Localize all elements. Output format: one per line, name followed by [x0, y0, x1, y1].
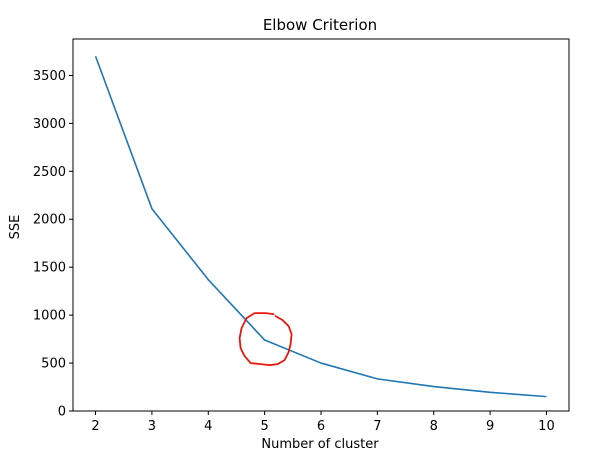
y-axis-label: SSE [8, 215, 23, 240]
x-tick-label: 2 [91, 419, 99, 434]
y-tick-label: 1000 [33, 309, 66, 324]
x-tick-label: 6 [317, 419, 325, 434]
x-axis-label: Number of cluster [261, 437, 379, 452]
x-tick-label: 3 [148, 419, 156, 434]
x-tick-label: 10 [538, 419, 555, 434]
y-tick-label: 2000 [33, 213, 66, 228]
data-point [489, 391, 492, 394]
data-point [320, 362, 323, 365]
y-tick-label: 3000 [33, 117, 66, 132]
x-tick-label: 9 [486, 419, 494, 434]
elbow-annotation-circle [238, 312, 293, 366]
y-tick-label: 3500 [33, 69, 66, 84]
x-tick-label: 7 [373, 419, 381, 434]
x-tick-label: 5 [260, 419, 268, 434]
plot-area: 2 3 4 5 6 7 8 9 10 0 500 1000 1500 2000 2500 3000 3500 [33, 38, 570, 434]
x-tick-label: 4 [204, 419, 212, 434]
y-tick-label: 0 [58, 405, 66, 420]
chart-title: Elbow Criterion [263, 16, 377, 34]
y-tick-label: 2500 [33, 165, 66, 180]
data-point [432, 385, 435, 388]
data-point [94, 55, 97, 58]
x-tick-label: 8 [430, 419, 438, 434]
data-point [545, 395, 548, 398]
y-tick-label: 1500 [33, 261, 66, 276]
data-point [263, 339, 266, 342]
data-point [376, 377, 379, 380]
y-tick-label: 500 [41, 357, 66, 372]
data-point [150, 207, 153, 210]
data-point [207, 278, 210, 281]
series-line [94, 55, 547, 398]
